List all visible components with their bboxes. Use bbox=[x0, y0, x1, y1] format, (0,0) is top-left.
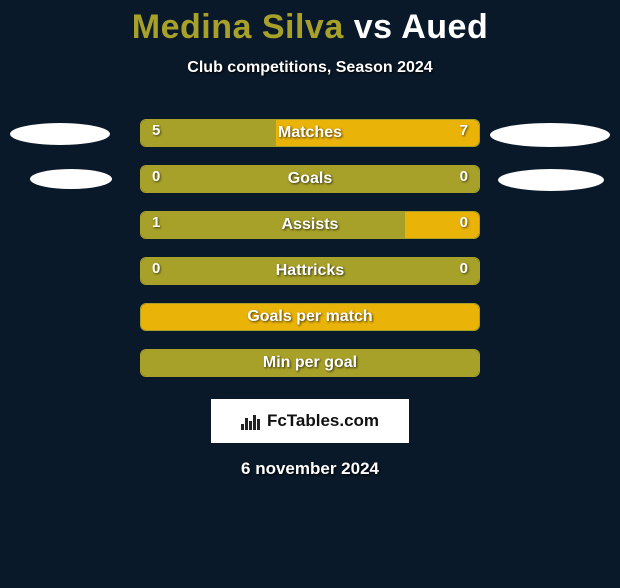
stat-value-left: 1 bbox=[152, 209, 160, 237]
logo-bar bbox=[257, 419, 260, 430]
comparison-chart: 57Matches00Goals10Assists00HattricksGoal… bbox=[0, 117, 620, 393]
stat-value-right: 0 bbox=[460, 255, 468, 283]
stat-row: Goals per match bbox=[0, 301, 620, 347]
stat-bar-left bbox=[141, 212, 405, 238]
player2-name: Aued bbox=[401, 8, 488, 46]
stat-row: 00Goals bbox=[0, 163, 620, 209]
logo-bar bbox=[241, 424, 244, 430]
stat-value-left: 5 bbox=[152, 117, 160, 145]
stat-bar-track bbox=[140, 257, 480, 285]
stat-bar-track bbox=[140, 349, 480, 377]
stat-bar-track bbox=[140, 303, 480, 331]
stat-value-right: 7 bbox=[460, 117, 468, 145]
stat-bar-right bbox=[276, 120, 479, 146]
date-text: 6 november 2024 bbox=[0, 459, 620, 479]
logo-badge: FcTables.com bbox=[211, 399, 409, 443]
stat-bar-left bbox=[141, 120, 276, 146]
stat-bar-left bbox=[141, 350, 479, 376]
stat-bar-track bbox=[140, 119, 480, 147]
logo-bar bbox=[253, 415, 256, 430]
player1-marker bbox=[30, 169, 112, 189]
page-title: Medina Silva vs Aued bbox=[0, 8, 620, 47]
bars-icon bbox=[241, 412, 263, 430]
player1-name: Medina Silva bbox=[132, 8, 344, 46]
stat-bar-right bbox=[141, 304, 479, 330]
stat-row: 10Assists bbox=[0, 209, 620, 255]
stat-bar-track bbox=[140, 211, 480, 239]
player1-marker bbox=[10, 123, 110, 145]
logo-text: FcTables.com bbox=[267, 411, 379, 431]
stat-value-right: 0 bbox=[460, 163, 468, 191]
player2-marker bbox=[490, 123, 610, 147]
stat-row: Min per goal bbox=[0, 347, 620, 393]
stat-value-left: 0 bbox=[152, 255, 160, 283]
stat-bar-track bbox=[140, 165, 480, 193]
logo-bar bbox=[245, 418, 248, 430]
stat-row: 00Hattricks bbox=[0, 255, 620, 301]
vs-text: vs bbox=[354, 8, 393, 46]
stat-row: 57Matches bbox=[0, 117, 620, 163]
player2-marker bbox=[498, 169, 604, 191]
stat-value-right: 0 bbox=[460, 209, 468, 237]
stat-bar-left bbox=[141, 166, 479, 192]
logo-bar bbox=[249, 421, 252, 430]
stat-value-left: 0 bbox=[152, 163, 160, 191]
stat-bar-left bbox=[141, 258, 479, 284]
subtitle: Club competitions, Season 2024 bbox=[0, 59, 620, 77]
